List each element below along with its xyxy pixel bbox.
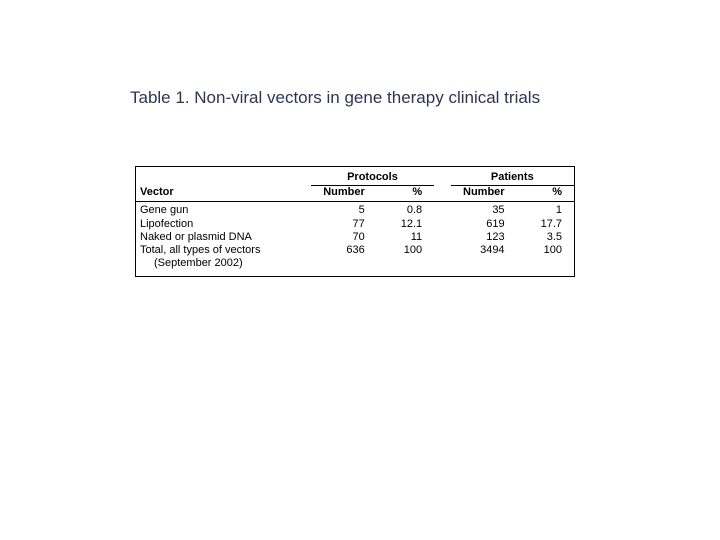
cell-protocols-pct: 0.8 <box>383 202 434 218</box>
cell-patients-n: 35 <box>451 202 523 218</box>
cell-empty <box>311 257 383 276</box>
cell-empty <box>383 257 434 276</box>
cell-vector: Total, all types of vectors <box>136 244 311 257</box>
spacer <box>434 244 450 257</box>
spacer <box>434 218 450 231</box>
cell-protocols-pct: 12.1 <box>383 218 434 231</box>
col-header-patients-number: Number <box>451 186 523 202</box>
cell-vector: Gene gun <box>136 202 311 218</box>
cell-vector: Naked or plasmid DNA <box>136 231 311 244</box>
spacer <box>434 257 450 276</box>
col-group-patients: Patients <box>451 167 574 186</box>
cell-patients-n: 3494 <box>451 244 523 257</box>
data-table: Vector Protocols Patients Number % Numbe… <box>136 167 574 276</box>
cell-footnote: (September 2002) <box>136 257 311 276</box>
cell-empty <box>451 257 523 276</box>
spacer <box>434 186 450 202</box>
table-caption: Table 1. Non-viral vectors in gene thera… <box>130 88 540 108</box>
col-header-patients-pct: % <box>523 186 574 202</box>
table-row: Lipofection 77 12.1 619 17.7 <box>136 218 574 231</box>
table-row: Total, all types of vectors 636 100 3494… <box>136 244 574 257</box>
header-group-row: Vector Protocols Patients <box>136 167 574 186</box>
table-row: Naked or plasmid DNA 70 11 123 3.5 <box>136 231 574 244</box>
cell-protocols-pct: 11 <box>383 231 434 244</box>
cell-protocols-n: 77 <box>311 218 383 231</box>
col-header-protocols-number: Number <box>311 186 383 202</box>
table-row-footnote: (September 2002) <box>136 257 574 276</box>
cell-patients-pct: 100 <box>523 244 574 257</box>
table-container: Vector Protocols Patients Number % Numbe… <box>135 166 575 277</box>
cell-protocols-pct: 100 <box>383 244 434 257</box>
cell-empty <box>523 257 574 276</box>
cell-protocols-n: 70 <box>311 231 383 244</box>
col-group-protocols: Protocols <box>311 167 434 186</box>
cell-patients-pct: 3.5 <box>523 231 574 244</box>
cell-protocols-n: 636 <box>311 244 383 257</box>
cell-vector: Lipofection <box>136 218 311 231</box>
cell-patients-pct: 1 <box>523 202 574 218</box>
spacer <box>434 231 450 244</box>
spacer <box>434 202 450 218</box>
spacer <box>434 167 450 186</box>
cell-patients-n: 619 <box>451 218 523 231</box>
col-header-protocols-pct: % <box>383 186 434 202</box>
table-row: Gene gun 5 0.8 35 1 <box>136 202 574 218</box>
col-header-vector: Vector <box>136 167 311 202</box>
cell-protocols-n: 5 <box>311 202 383 218</box>
cell-patients-n: 123 <box>451 231 523 244</box>
cell-patients-pct: 17.7 <box>523 218 574 231</box>
